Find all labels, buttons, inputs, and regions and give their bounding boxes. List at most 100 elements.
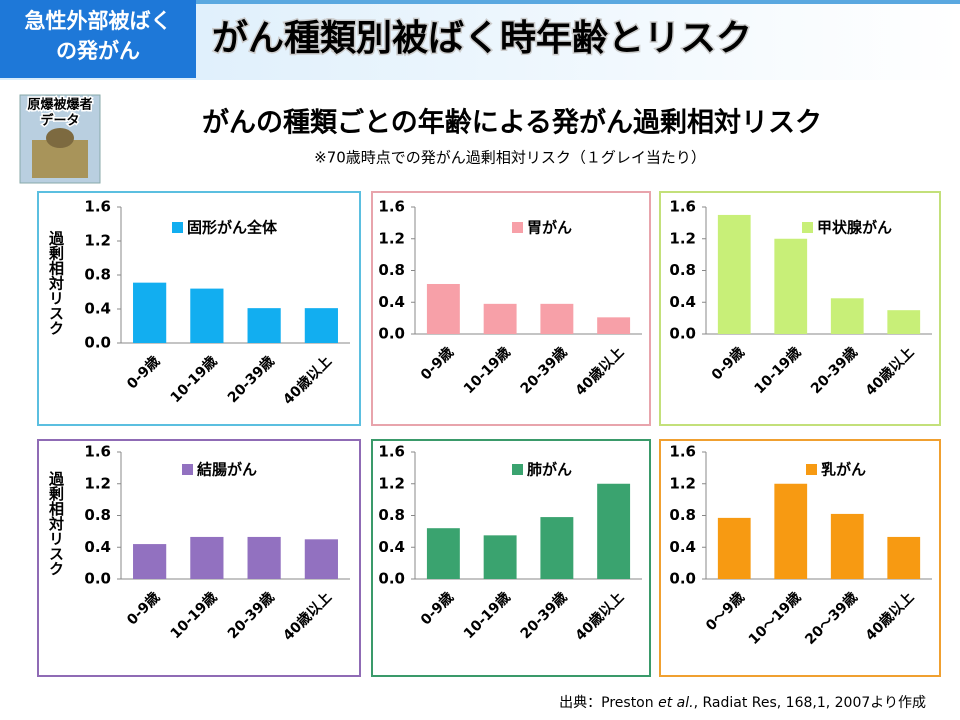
y-axis-label: 過剰相対リスク <box>47 231 65 336</box>
bar <box>597 317 631 334</box>
y-tick-label: 0.8 <box>378 506 405 524</box>
y-tick-label: 0.0 <box>669 325 696 343</box>
panel-border <box>37 439 361 677</box>
bar <box>304 539 338 579</box>
x-tick-label: 20-39歳 <box>224 353 278 407</box>
bar <box>717 214 751 334</box>
bar <box>483 303 517 334</box>
legend-label: 肺がん <box>527 461 572 479</box>
legend-swatch <box>802 222 813 233</box>
bar <box>830 298 864 334</box>
x-tick-label: 40歳以上 <box>862 589 917 644</box>
y-tick-label: 1.6 <box>84 443 111 461</box>
y-tick-label: 0.4 <box>378 538 405 556</box>
legend-label: 胃がん <box>527 219 572 237</box>
x-tick-label: 0-9歳 <box>417 589 457 629</box>
legend-label: 乳がん <box>821 461 866 479</box>
y-tick-label: 0.4 <box>378 293 405 311</box>
x-tick-label: 0-9歳 <box>123 589 163 629</box>
source: 出典：Preston et al., Radiat Res, 168,1, 20… <box>559 695 926 711</box>
panel-border <box>659 191 941 426</box>
bar <box>483 535 517 579</box>
bar <box>887 310 921 334</box>
x-tick-label: 40歳以上 <box>280 589 335 644</box>
badge-text: 原爆被爆者 <box>27 97 92 113</box>
legend-swatch <box>806 464 817 475</box>
y-tick-label: 1.6 <box>378 443 405 461</box>
y-tick-label: 0.0 <box>84 334 111 352</box>
y-tick-label: 1.2 <box>669 474 696 492</box>
y-tick-label: 1.2 <box>669 229 696 247</box>
bar <box>304 308 338 343</box>
x-tick-label: 0-9歳 <box>417 344 457 384</box>
legend-label: 甲状腺がん <box>817 219 892 237</box>
x-tick-label: 40歳以上 <box>572 344 627 399</box>
y-tick-label: 1.6 <box>669 443 696 461</box>
x-tick-label: 10-19歳 <box>167 353 221 407</box>
x-tick-label: 40歳以上 <box>862 344 917 399</box>
x-tick-label: 10～19歳 <box>745 589 804 648</box>
y-tick-label: 1.6 <box>669 198 696 216</box>
bar <box>247 536 281 579</box>
header-title: がん種類別被ばく時年齢とリスク <box>212 18 752 59</box>
x-tick-label: 10-19歳 <box>167 589 221 643</box>
header-tag-box <box>0 0 196 78</box>
x-tick-label: 0-9歳 <box>708 344 748 384</box>
bar <box>190 288 224 343</box>
subtitle: がんの種類ごとの年齢による発がん過剰相対リスク <box>202 107 822 139</box>
y-tick-label: 1.2 <box>84 232 111 250</box>
badge-text: データ <box>40 113 79 129</box>
x-tick-label: 20～39歳 <box>802 589 861 648</box>
y-tick-label: 1.2 <box>378 474 405 492</box>
x-tick-label: 40歳以上 <box>280 353 335 408</box>
bar <box>717 517 751 579</box>
x-tick-label: 0～9歳 <box>702 589 748 635</box>
y-tick-label: 0.0 <box>669 570 696 588</box>
bar <box>133 544 167 579</box>
source-part: et al. <box>658 695 693 711</box>
bar <box>774 238 808 334</box>
legend-swatch <box>182 464 193 475</box>
y-tick-label: 0.0 <box>84 570 111 588</box>
x-tick-label: 20-39歳 <box>517 344 571 398</box>
panel-border <box>37 191 361 426</box>
bar <box>540 303 574 334</box>
y-tick-label: 1.2 <box>84 474 111 492</box>
y-tick-label: 0.8 <box>84 266 111 284</box>
y-tick-label: 0.8 <box>378 261 405 279</box>
y-tick-label: 1.6 <box>84 198 111 216</box>
legend-label: 結腸がん <box>197 461 257 479</box>
x-tick-label: 0-9歳 <box>123 353 163 393</box>
y-tick-label: 0.8 <box>669 261 696 279</box>
source-part: , Radiat Res, 168,1, 2007より作成 <box>694 695 926 711</box>
bar <box>426 528 460 579</box>
x-tick-label: 10-19歳 <box>460 589 514 643</box>
header-tag: 急性外部被ばく <box>25 9 172 33</box>
header-tag: の発がん <box>56 39 140 63</box>
bar <box>887 536 921 579</box>
y-tick-label: 0.4 <box>84 300 111 318</box>
legend-swatch <box>512 464 523 475</box>
bar <box>597 483 631 579</box>
y-tick-label: 1.2 <box>378 229 405 247</box>
legend-swatch <box>512 222 523 233</box>
bar <box>830 513 864 579</box>
bar <box>190 536 224 579</box>
x-tick-label: 10-19歳 <box>751 344 805 398</box>
panel-border <box>371 439 651 677</box>
x-tick-label: 40歳以上 <box>572 589 627 644</box>
header-line <box>0 0 960 4</box>
bar <box>774 483 808 579</box>
panel-border <box>371 191 651 426</box>
badge-dome <box>46 128 74 148</box>
legend-label: 固形がん全体 <box>187 219 278 237</box>
legend-swatch <box>172 222 183 233</box>
note: ※70歳時点での発がん過剰相対リスク（１グレイ当たり） <box>314 149 706 167</box>
source-part: 出典：Preston <box>559 695 658 711</box>
bar <box>247 308 281 343</box>
y-tick-label: 0.4 <box>669 538 696 556</box>
y-tick-label: 0.0 <box>378 325 405 343</box>
y-tick-label: 1.6 <box>378 198 405 216</box>
x-tick-label: 20-39歳 <box>517 589 571 643</box>
